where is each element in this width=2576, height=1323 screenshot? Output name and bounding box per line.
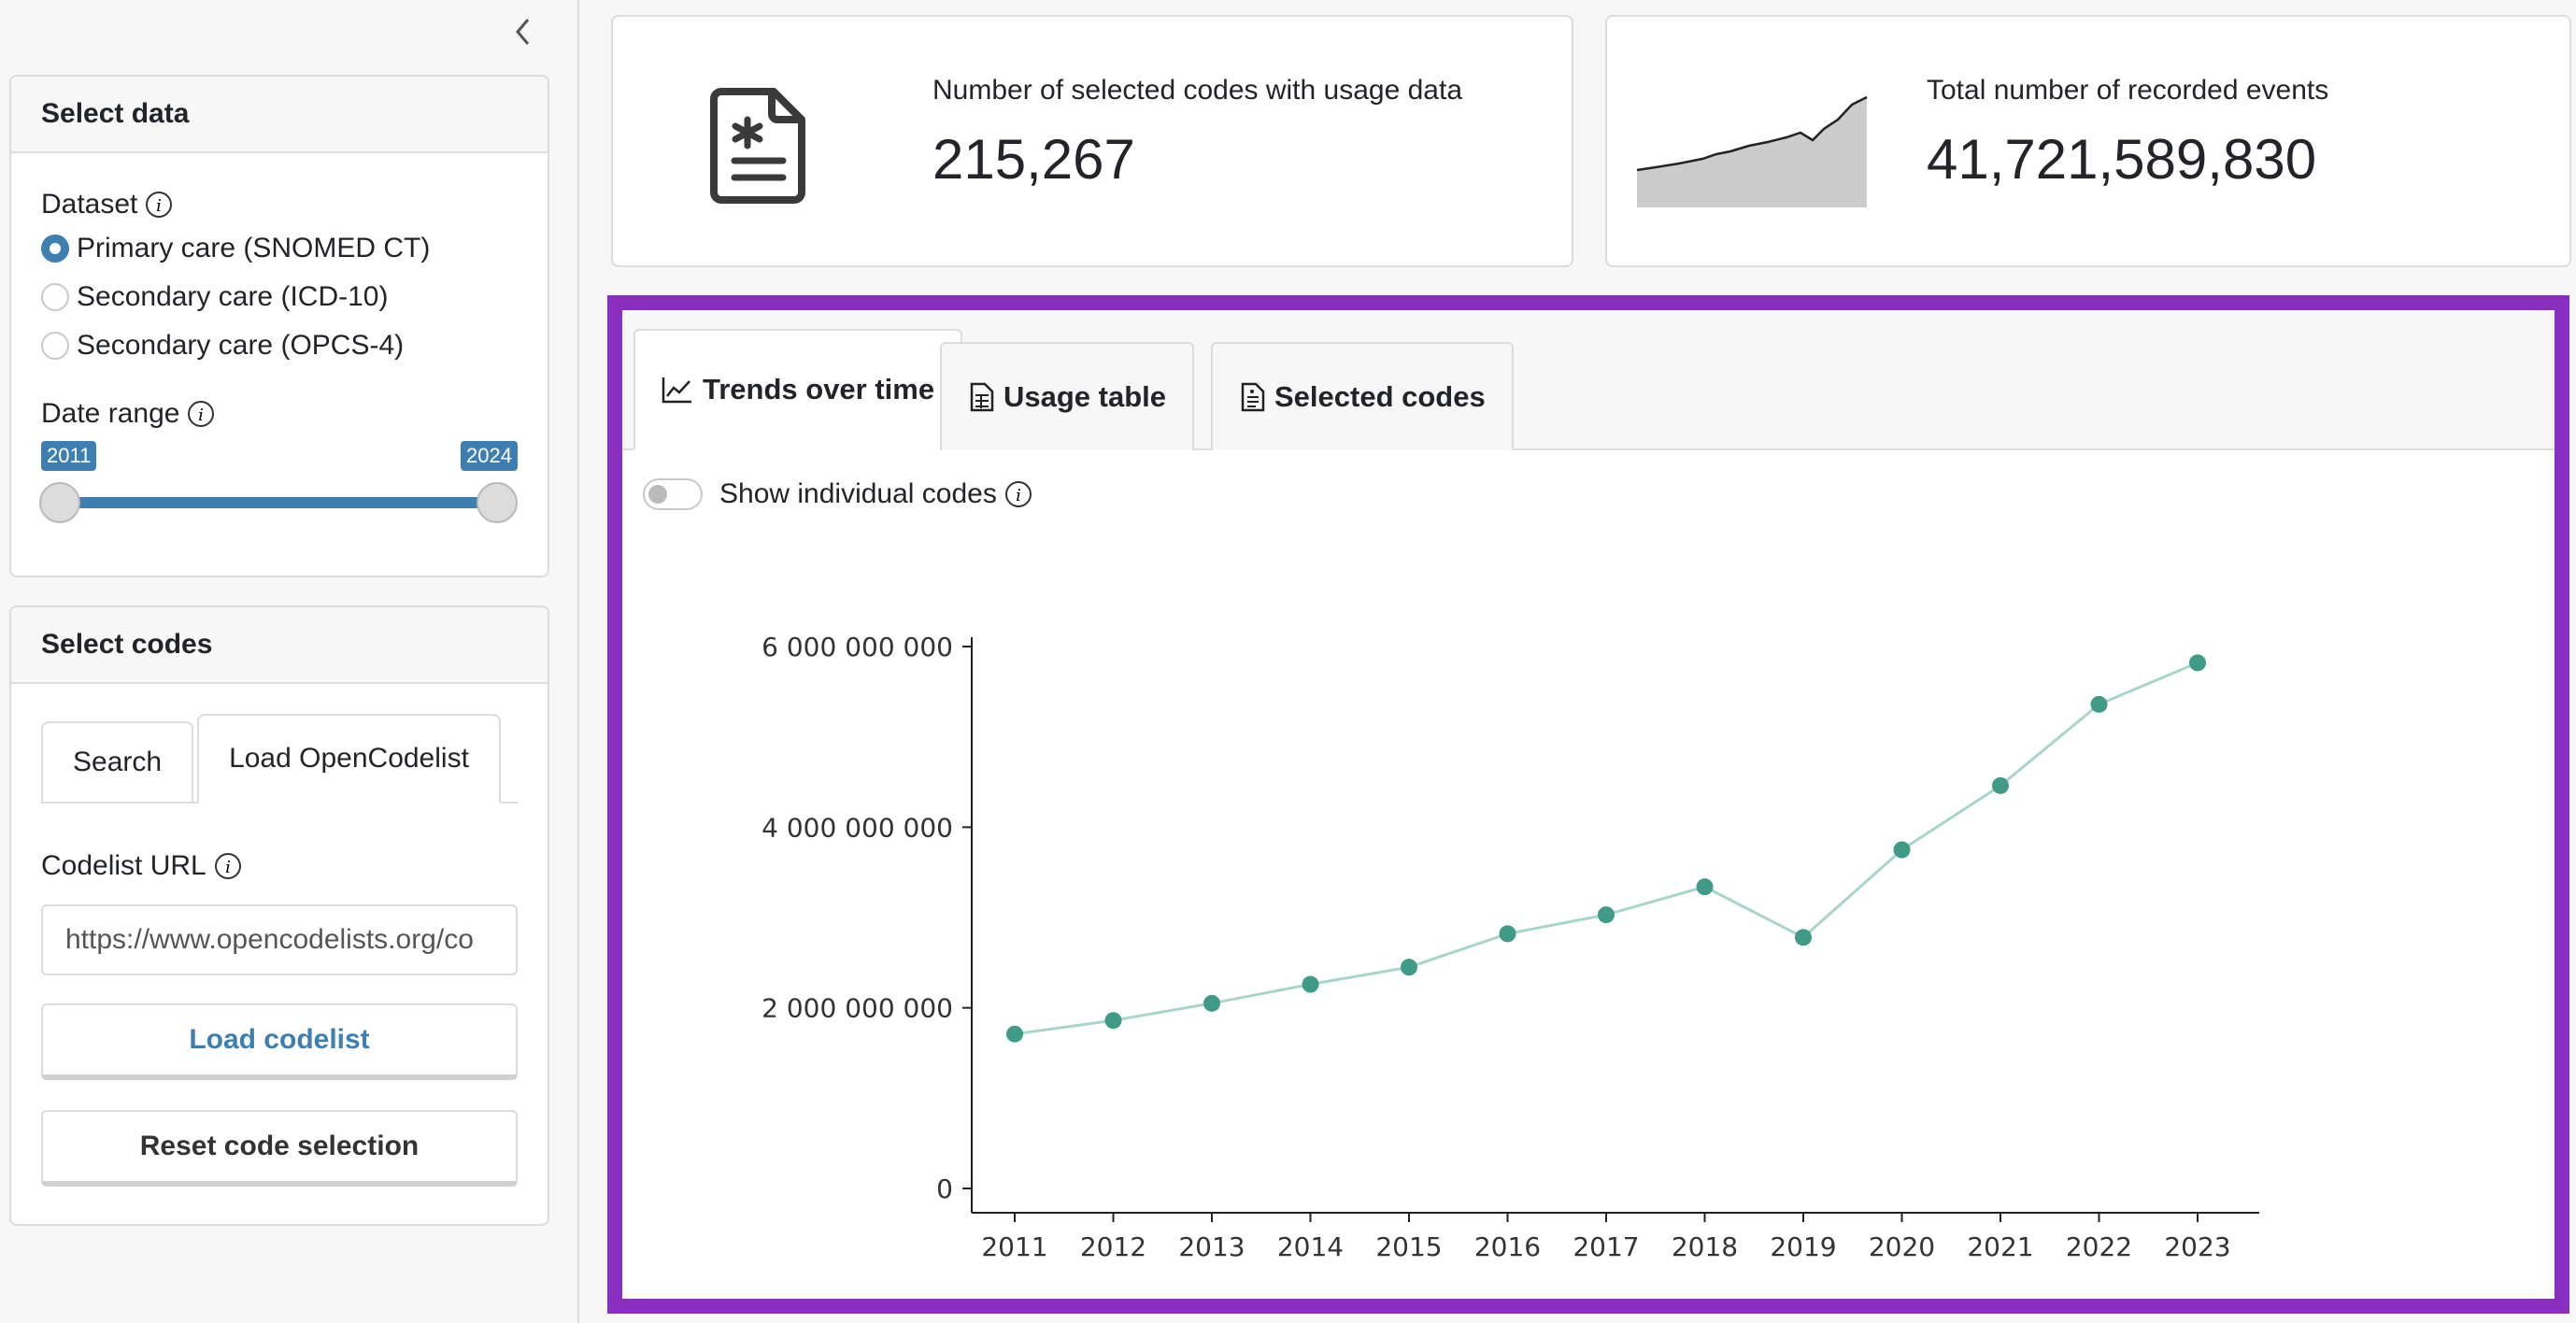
x-tick-label: 2015 — [1375, 1231, 1442, 1262]
date-range-label-row: Date range i — [41, 398, 518, 430]
line-chart-icon — [662, 377, 691, 404]
radio-secondary-care-opcs4[interactable]: Secondary care (OPCS-4) — [41, 321, 518, 370]
svg-text:i: i — [157, 196, 163, 216]
y-tick-label: 0 — [936, 1174, 953, 1204]
info-icon[interactable]: i — [187, 400, 215, 428]
x-tick-label: 2012 — [1080, 1231, 1146, 1262]
data-point — [2189, 654, 2206, 672]
data-point — [1893, 841, 1911, 859]
value-box-value: 215,267 — [932, 128, 1135, 191]
radio-button[interactable] — [41, 332, 69, 360]
value-box-value: 41,721,589,830 — [1927, 128, 2317, 191]
radio-button[interactable] — [41, 283, 69, 311]
tab-usage-table[interactable]: Usage table — [940, 342, 1195, 450]
svg-text:i: i — [225, 858, 231, 877]
svg-text:i: i — [1016, 486, 1021, 505]
load-codelist-button[interactable]: Load codelist — [41, 1003, 518, 1080]
data-point — [1499, 925, 1516, 943]
collapse-sidebar-button[interactable] — [505, 13, 542, 50]
slider-handle-from[interactable] — [39, 482, 80, 523]
value-box-selected-codes: Number of selected codes with usage data… — [611, 15, 1573, 267]
chart-panel: Trends over time Usage table Selected co… — [607, 295, 2569, 1314]
y-tick-label: 6 000 000 000 — [761, 632, 953, 662]
codelist-url-label-row: Codelist URL i — [41, 850, 518, 882]
file-text-icon — [1241, 382, 1265, 412]
y-tick-label: 4 000 000 000 — [761, 812, 953, 843]
code-source-tabs: Search Load OpenCodelist — [41, 714, 518, 804]
data-point — [1992, 776, 2009, 794]
file-medical-icon — [710, 86, 807, 210]
data-point — [1203, 994, 1220, 1012]
x-tick-label: 2016 — [1474, 1231, 1541, 1262]
info-icon[interactable]: i — [1004, 480, 1032, 508]
series-line — [1014, 662, 2199, 1036]
data-point — [1401, 959, 1417, 976]
x-tick-label: 2023 — [2164, 1231, 2230, 1262]
x-tick-label: 2019 — [1770, 1231, 1836, 1262]
tab-label: Usage table — [1003, 380, 1167, 413]
data-point — [1006, 1025, 1023, 1043]
data-point — [2090, 695, 2108, 713]
info-icon[interactable]: i — [145, 191, 173, 219]
tab-label: Trends over time — [703, 373, 935, 405]
info-icon[interactable]: i — [214, 852, 242, 880]
sparkline-area-icon — [1636, 86, 1871, 212]
trend-line-chart: 0 2 000 000 000 4 000 000 000 6 000 000 000… — [761, 632, 2259, 1262]
select-codes-header: Select codes — [11, 607, 548, 684]
main-tabs: Trends over time Usage table Selected co… — [622, 310, 2555, 450]
value-box-title: Number of selected codes with usage data — [932, 75, 1462, 106]
date-range-label: Date range — [41, 398, 180, 429]
radio-label: Primary care (SNOMED CT) — [77, 233, 431, 263]
x-tick-label: 2013 — [1178, 1231, 1245, 1262]
svg-text:i: i — [199, 405, 205, 425]
show-individual-codes-row: Show individual codes i — [643, 478, 1032, 510]
tab-search[interactable]: Search — [41, 721, 194, 802]
radio-label: Secondary care (OPCS-4) — [77, 330, 405, 361]
value-box-total-events: Total number of recorded events 41,721,5… — [1605, 15, 2571, 267]
value-box-title: Total number of recorded events — [1927, 75, 2329, 106]
data-point — [1795, 929, 1812, 946]
tab-selected-codes[interactable]: Selected codes — [1211, 342, 1514, 450]
slider-to-label: 2024 — [461, 441, 518, 471]
radio-label: Secondary care (ICD-10) — [77, 281, 389, 312]
table-icon — [970, 382, 994, 412]
sidebar: Select data Dataset i Primary care (SNOM… — [0, 0, 579, 1323]
codelist-url-input[interactable]: https://www.opencodelists.org/co — [41, 904, 518, 975]
radio-button[interactable] — [41, 235, 69, 263]
x-tick-label: 2022 — [2066, 1231, 2132, 1262]
y-tick-label: 2 000 000 000 — [761, 993, 953, 1024]
select-codes-card: Select codes Search Load OpenCodelist Co… — [9, 605, 549, 1226]
select-data-card: Select data Dataset i Primary care (SNOM… — [9, 75, 549, 577]
radio-secondary-care-icd10[interactable]: Secondary care (ICD-10) — [41, 273, 518, 321]
dataset-radio-group: Primary care (SNOMED CT) Secondary care … — [41, 224, 518, 370]
slider-track[interactable] — [60, 497, 488, 508]
tab-load-opencodelist[interactable]: Load OpenCodelist — [197, 714, 501, 804]
show-individual-codes-toggle[interactable] — [643, 478, 703, 510]
data-point — [1302, 975, 1319, 993]
select-data-header: Select data — [11, 77, 548, 153]
dataset-label: Dataset — [41, 189, 138, 220]
x-tick-label: 2011 — [981, 1231, 1047, 1262]
main-content: Number of selected codes with usage data… — [581, 0, 2576, 1323]
slider-from-label: 2011 — [41, 441, 97, 471]
tab-trends-over-time[interactable]: Trends over time — [633, 329, 963, 450]
toggle-label: Show individual codes — [719, 478, 997, 509]
x-tick-label: 2021 — [1967, 1231, 2033, 1262]
dataset-label-row: Dataset i — [41, 189, 518, 220]
tab-label: Selected codes — [1274, 380, 1486, 413]
chevron-left-icon — [516, 19, 530, 45]
slider-handle-to[interactable] — [477, 482, 518, 523]
x-tick-label: 2017 — [1573, 1231, 1639, 1262]
data-point — [1696, 878, 1714, 896]
x-tick-label: 2014 — [1277, 1231, 1344, 1262]
reset-code-selection-button[interactable]: Reset code selection — [41, 1110, 518, 1187]
codelist-url-label: Codelist URL — [41, 850, 206, 881]
toggle-knob — [648, 485, 667, 504]
data-point — [1104, 1012, 1122, 1030]
date-range-slider[interactable]: 2011 2024 — [39, 441, 518, 525]
data-point — [1598, 906, 1615, 924]
x-tick-label: 2020 — [1869, 1231, 1935, 1262]
radio-primary-care[interactable]: Primary care (SNOMED CT) — [41, 224, 518, 273]
x-tick-label: 2018 — [1672, 1231, 1738, 1262]
